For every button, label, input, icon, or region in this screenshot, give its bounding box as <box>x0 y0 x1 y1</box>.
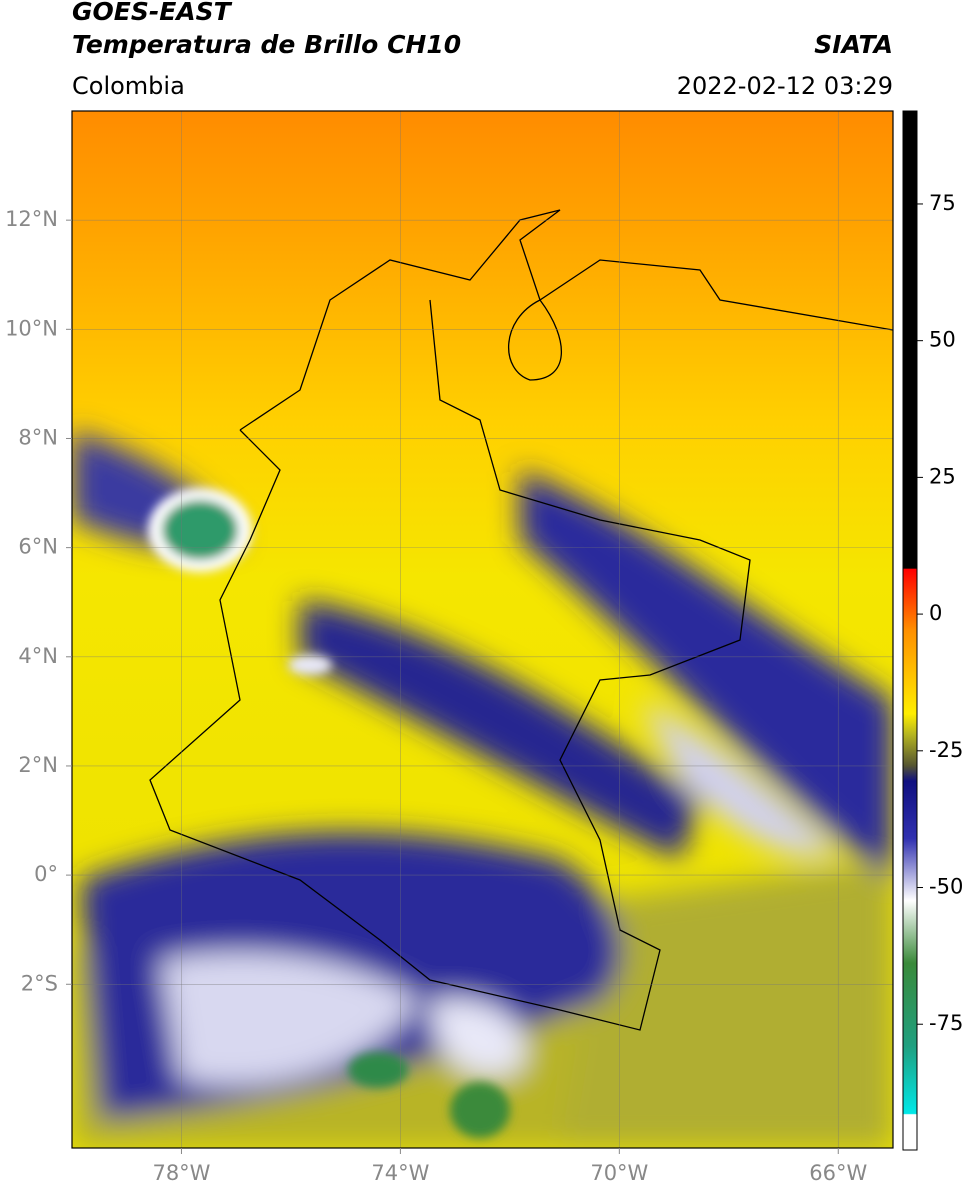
x-tick-label: 74°W <box>371 1161 429 1185</box>
colorbar-label: -25 <box>929 738 963 762</box>
x-tick-label: 78°W <box>152 1161 210 1185</box>
colorbar-label: 75 <box>929 191 956 215</box>
colorbar-label: -75 <box>929 1011 963 1035</box>
title: GOES-EAST <box>72 0 233 26</box>
y-tick-label: 0° <box>34 862 58 886</box>
borders <box>149 209 893 1031</box>
region: Colombia <box>72 72 185 100</box>
y-tick-label: 8°N <box>18 425 58 449</box>
map-frame <box>71 110 894 1149</box>
colorbar-label: 0 <box>929 601 942 625</box>
colorbar-label: -50 <box>929 875 963 899</box>
colorbar <box>902 110 918 1151</box>
y-tick-label: 4°N <box>18 644 58 668</box>
y-tick-label: 2°S <box>21 971 58 995</box>
timestamp: 2022-02-12 03:29 <box>677 72 893 100</box>
colorbar-label: 25 <box>929 464 956 488</box>
y-tick-label: 10°N <box>5 316 58 340</box>
colorbar-label: 50 <box>929 328 956 352</box>
x-tick-label: 70°W <box>590 1161 648 1185</box>
source: SIATA <box>814 30 893 59</box>
y-tick-label: 12°N <box>5 207 58 231</box>
satellite-image <box>72 111 893 1148</box>
y-tick-label: 6°N <box>18 535 58 559</box>
subtitle: Temperatura de Brillo CH10 <box>72 30 461 59</box>
x-tick-label: 66°W <box>809 1161 867 1185</box>
y-tick-label: 2°N <box>18 753 58 777</box>
